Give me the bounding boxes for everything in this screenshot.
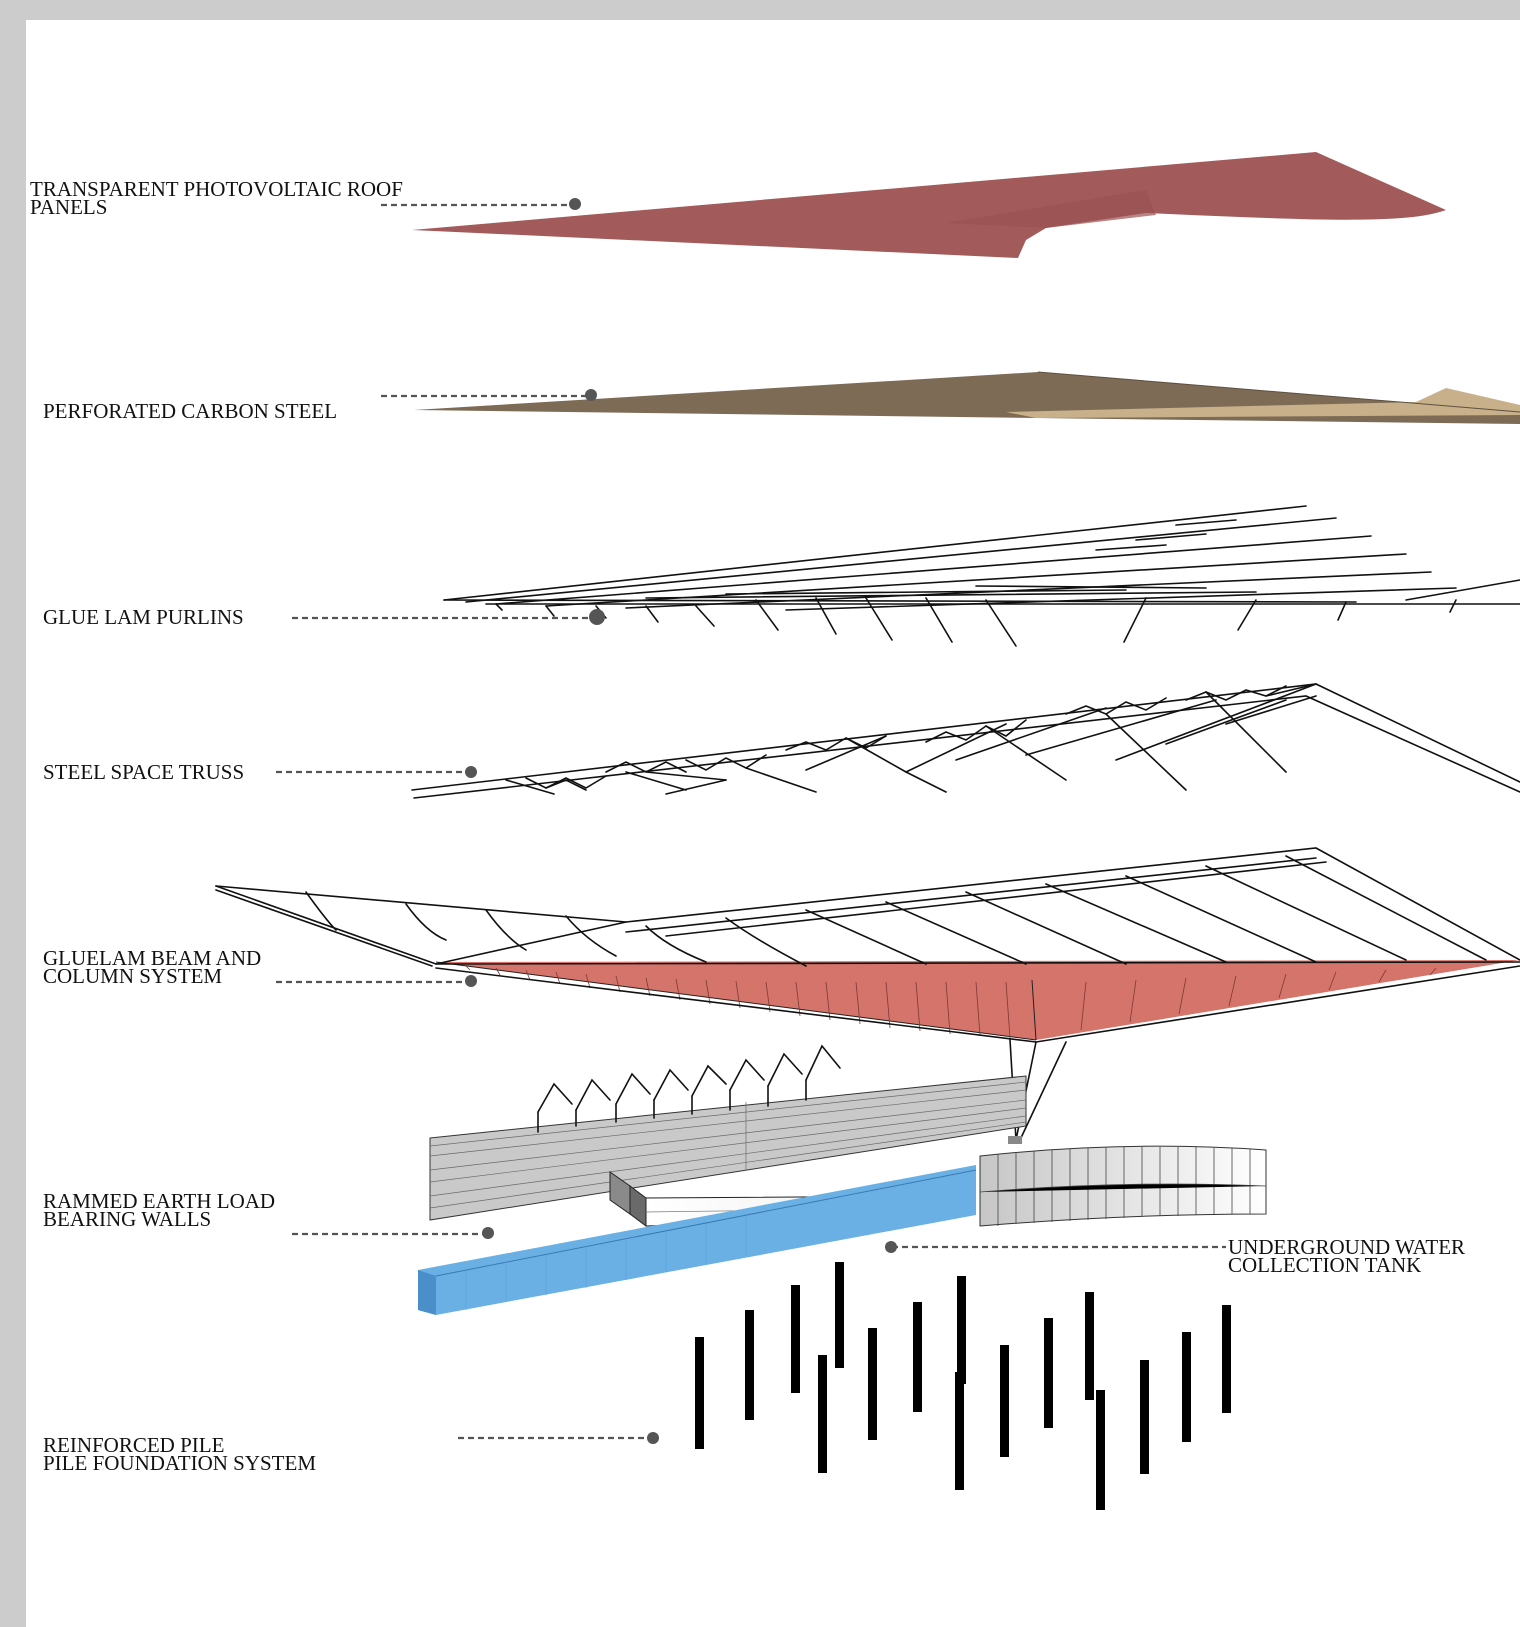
label-line: STEEL SPACE TRUSS [43,760,245,784]
label-line: REINFORCED PILE [43,1433,225,1457]
label-underground-water-tank: UNDERGROUND WATER COLLECTION TANK [1228,1235,1466,1277]
glue-lam-purlins [443,505,1520,647]
exploded-axonometric-diagram [215,152,1520,1510]
label-perforated-carbon-steel: PERFORATED CARBON STEEL [43,399,338,423]
label-gluelam-beam-column: GLUELAM BEAM AND COLUMN SYSTEM [43,946,262,988]
steel-space-truss [411,683,1520,799]
label-line: COLLECTION TANK [1228,1253,1422,1277]
label-steel-space-truss: STEEL SPACE TRUSS [43,760,245,784]
label-line: GLUELAM BEAM AND [43,946,262,970]
curved-rammed-earth-wall [979,1145,1267,1227]
label-line: PERFORATED CARBON STEEL [43,399,338,423]
photovoltaic-roof-panels [412,152,1446,258]
label-line: GLUE LAM PURLINS [43,605,244,629]
label-glue-lam-purlins: GLUE LAM PURLINS [43,605,244,629]
label-line: PANELS [30,195,108,219]
label-rammed-earth-walls: RAMMED EARTH LOAD BEARING WALLS [43,1189,276,1231]
label-line: RAMMED EARTH LOAD [43,1189,276,1213]
label-reinforced-pile-foundation: REINFORCED PILE PILE FOUNDATION SYSTEM [43,1433,317,1475]
gluelam-beam-column-system [215,847,1520,1144]
label-line: TRANSPARENT PHOTOVOLTAIC ROOF [30,177,403,201]
label-line: UNDERGROUND WATER [1228,1235,1466,1259]
label-line: COLUMN SYSTEM [43,964,223,988]
underground-water-tank [418,1165,977,1315]
label-line: PILE FOUNDATION SYSTEM [43,1451,317,1475]
diagram-sheet: TRANSPARENT PHOTOVOLTAIC ROOF PANELS PER… [26,20,1520,1627]
leader-lines [276,198,1226,1444]
reinforced-pile-foundation [695,1262,1231,1510]
label-photovoltaic-roof: TRANSPARENT PHOTOVOLTAIC ROOF PANELS [30,177,403,219]
perforated-carbon-steel-layer [414,371,1520,424]
label-line: BEARING WALLS [43,1207,212,1231]
